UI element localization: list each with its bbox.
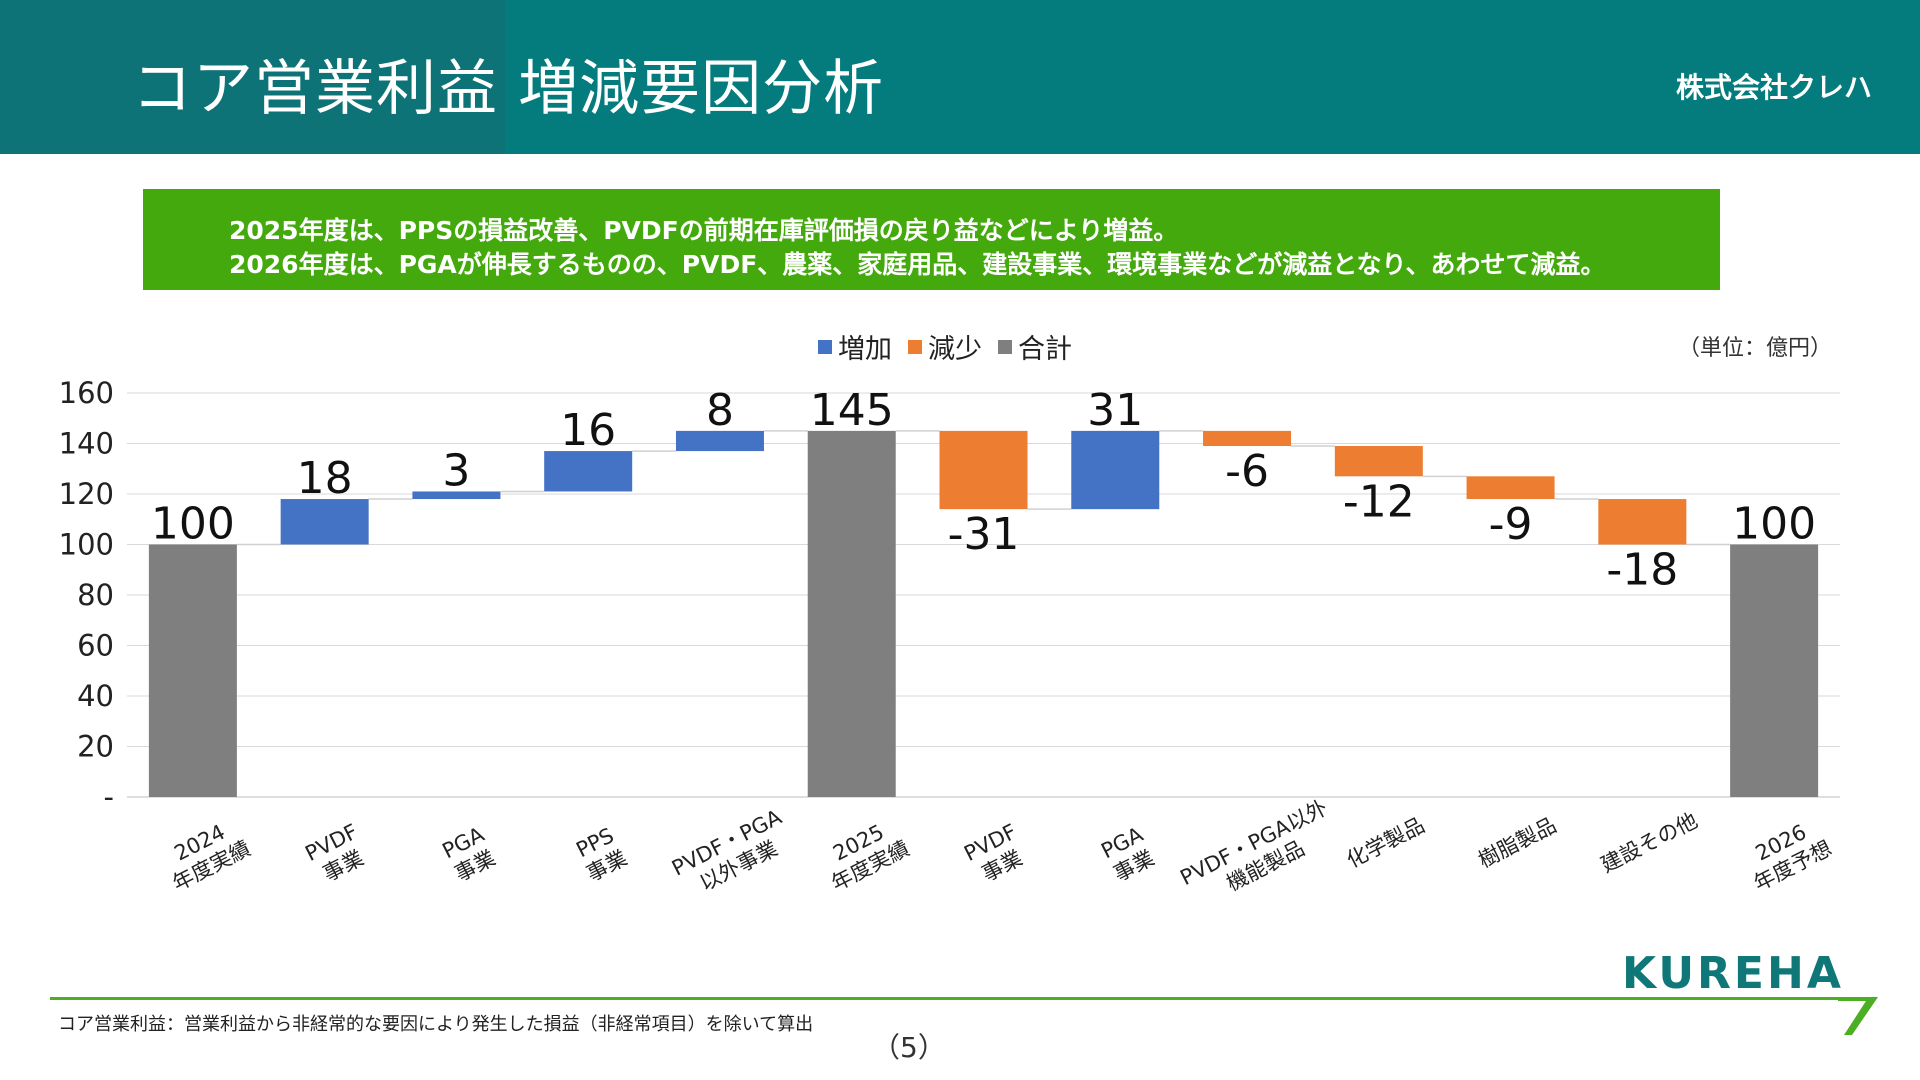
legend-swatch-increase bbox=[818, 339, 832, 354]
bar-decrease bbox=[1466, 476, 1555, 500]
bar-decrease bbox=[939, 430, 1028, 510]
summary-box: 2025年度は、PPSの損益改善、PVDFの前期在庫評価損の戻り益などにより増益… bbox=[143, 189, 1720, 290]
bar-increase bbox=[1071, 430, 1160, 510]
data-label: -9 bbox=[1489, 499, 1533, 550]
header-accent-block bbox=[0, 0, 505, 154]
bar-increase bbox=[675, 430, 764, 452]
y-tick-label: - bbox=[104, 780, 114, 814]
footer-slash-mark bbox=[1838, 997, 1878, 1035]
legend-label-decrease: 減少 bbox=[928, 334, 982, 365]
x-tick-label-line: 化学製品 bbox=[1343, 813, 1429, 873]
footnote: コア営業利益：営業利益から非経常的な要因により発生した損益（非経常項目）を除いて… bbox=[58, 1014, 814, 1035]
x-tick-label: 化学製品 bbox=[1343, 813, 1429, 873]
y-tick-label: 20 bbox=[77, 730, 114, 764]
legend-item-increase: 増加 bbox=[818, 327, 892, 366]
y-axis-ticks: - 20 40 60 80 100 120 140 160 bbox=[59, 376, 114, 814]
data-label: 18 bbox=[297, 453, 353, 504]
y-tick-label: 60 bbox=[77, 629, 114, 663]
data-label: -18 bbox=[1606, 545, 1678, 596]
page-title: コア営業利益 増減要因分析 bbox=[132, 54, 885, 124]
data-label: -31 bbox=[948, 509, 1020, 560]
legend-item-total: 合計 bbox=[998, 327, 1072, 366]
page-number: （5） bbox=[872, 1031, 946, 1064]
x-tick-label: 樹脂製品 bbox=[1475, 813, 1561, 873]
data-label: 3 bbox=[442, 445, 470, 496]
legend-label-total: 合計 bbox=[1018, 334, 1072, 365]
legend-item-decrease: 減少 bbox=[908, 327, 982, 366]
bar-total bbox=[1730, 544, 1819, 797]
bar-total bbox=[148, 544, 237, 797]
y-tick-label: 80 bbox=[77, 578, 114, 612]
x-tick-label-line: 建設その他 bbox=[1597, 808, 1701, 877]
x-tick-label-line: 樹脂製品 bbox=[1475, 813, 1561, 873]
bar-increase bbox=[412, 491, 501, 500]
data-label: -12 bbox=[1343, 476, 1415, 527]
bar-total bbox=[807, 430, 896, 797]
bar-decrease bbox=[1598, 499, 1687, 545]
y-tick-label: 160 bbox=[59, 376, 114, 410]
x-tick-label: 建設その他 bbox=[1597, 808, 1701, 877]
kureha-logo: KUREHA bbox=[1622, 948, 1844, 999]
summary-line-1: 2025年度は、PPSの損益改善、PVDFの前期在庫評価損の戻り益などにより増益… bbox=[229, 216, 1179, 245]
bar-increase bbox=[280, 499, 369, 545]
y-tick-label: 40 bbox=[77, 679, 114, 713]
y-tick-label: 100 bbox=[59, 528, 114, 562]
company-name: 株式会社クレハ bbox=[1675, 71, 1872, 104]
waterfall-chart: - 20 40 60 80 100 120 140 160 100 18 3 16 8 145 -31 31 -… bbox=[59, 376, 1840, 896]
legend-swatch-total bbox=[998, 339, 1012, 354]
bar-decrease bbox=[1203, 430, 1292, 447]
data-label: 16 bbox=[560, 405, 616, 456]
y-tick-label: 120 bbox=[59, 477, 114, 511]
footer-divider bbox=[50, 997, 1870, 1000]
bar-increase bbox=[544, 451, 633, 492]
y-tick-label: 140 bbox=[59, 427, 114, 461]
bar-decrease bbox=[1334, 446, 1423, 477]
data-label: 31 bbox=[1087, 385, 1143, 436]
bar-connectors bbox=[236, 430, 1731, 546]
chart-legend: 増加 減少 合計 bbox=[818, 327, 1072, 366]
legend-label-increase: 増加 bbox=[838, 334, 892, 365]
data-labels: 100 18 3 16 8 145 -31 31 -6 -12 -9 -18 100 bbox=[151, 385, 1816, 596]
data-label: 145 bbox=[810, 385, 894, 436]
data-label: 8 bbox=[706, 385, 734, 436]
summary-line-2: 2026年度は、PGAが伸長するものの、PVDF、農薬、家庭用品、建設事業、環境… bbox=[229, 250, 1606, 279]
chart-bars bbox=[148, 430, 1819, 797]
legend-swatch-decrease bbox=[908, 339, 922, 354]
data-label: 100 bbox=[151, 499, 235, 550]
data-label: 100 bbox=[1732, 499, 1816, 550]
header-bar: コア営業利益 増減要因分析 株式会社クレハ bbox=[0, 0, 1920, 154]
data-label: -6 bbox=[1225, 446, 1269, 497]
unit-note: （単位：億円） bbox=[1677, 336, 1832, 361]
